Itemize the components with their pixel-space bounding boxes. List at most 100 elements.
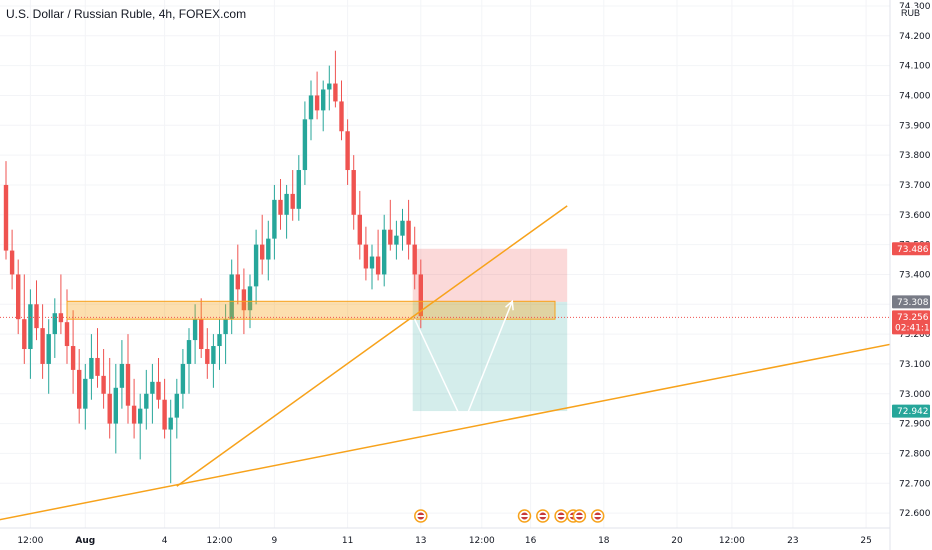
candle-body[interactable] [131, 405, 137, 424]
candles[interactable] [3, 50, 423, 484]
candle-body[interactable] [199, 319, 204, 350]
x-tick-label: 12:00 [207, 536, 233, 546]
candle-body[interactable] [266, 238, 271, 260]
candle-body[interactable] [351, 170, 356, 215]
candle-body[interactable] [308, 95, 314, 120]
price-badge-value: 73.308 [897, 298, 929, 308]
candle-body[interactable] [296, 170, 301, 209]
resistance-zone[interactable] [66, 300, 556, 320]
candle-body[interactable] [314, 95, 320, 111]
candle-body[interactable] [272, 199, 277, 239]
y-tick-label: 73.800 [899, 151, 931, 161]
flag-stripe-icon [539, 515, 547, 517]
candle-body[interactable] [77, 369, 82, 409]
candle-body[interactable] [217, 334, 222, 347]
candle-body[interactable] [357, 214, 362, 245]
candle-body[interactable] [247, 286, 253, 311]
projection-arrowhead [505, 299, 514, 311]
candle-body[interactable] [241, 289, 247, 311]
bar-countdown: 02:41:19 [895, 323, 932, 333]
candle-body[interactable] [345, 131, 350, 171]
candle-body[interactable] [205, 349, 210, 364]
candle-body[interactable] [363, 244, 369, 269]
candle-body[interactable] [101, 375, 106, 394]
y-axis[interactable]: 74.300 74.200 74.100 74.000 73.900 73.800 73.7… [889, 0, 932, 550]
candle-body[interactable] [52, 313, 57, 335]
candle-body[interactable] [22, 319, 27, 350]
candle-body[interactable] [394, 235, 399, 245]
event-icons[interactable] [414, 509, 605, 523]
y-tick-label: 73.100 [899, 360, 931, 370]
y-tick-label: 73.400 [899, 270, 931, 280]
x-tick-label: 23 [787, 536, 798, 546]
price-badge-target [892, 404, 930, 418]
candle-body[interactable] [406, 220, 411, 245]
candle-body[interactable] [192, 319, 198, 341]
y-tick-label: 72.600 [899, 509, 931, 519]
candle-body[interactable] [284, 193, 289, 215]
candle-body[interactable] [40, 328, 45, 364]
candle-body[interactable] [107, 393, 112, 424]
rising-trendline[interactable] [176, 205, 568, 487]
candle-body[interactable] [168, 417, 173, 430]
candle-body[interactable] [46, 334, 51, 364]
candle-body[interactable] [9, 250, 15, 275]
candle-body[interactable] [412, 244, 417, 275]
candle-body[interactable] [186, 340, 192, 364]
candle-body[interactable] [418, 274, 423, 317]
candle-body[interactable] [327, 83, 332, 90]
candle-body[interactable] [16, 274, 21, 320]
candle-body[interactable] [125, 363, 131, 406]
candle-body[interactable] [339, 101, 344, 132]
candle-body[interactable] [138, 408, 143, 424]
x-tick-label: 20 [671, 536, 683, 546]
candle-body[interactable] [34, 304, 39, 329]
candle-body[interactable] [321, 89, 326, 111]
position-zones [412, 248, 568, 412]
candle-body[interactable] [180, 363, 186, 394]
price-badge-value: 73.486 [897, 245, 929, 255]
candle-body[interactable] [70, 346, 76, 370]
stop-loss-zone [412, 248, 568, 302]
candle-body[interactable] [113, 387, 118, 424]
candle-body[interactable] [144, 393, 149, 409]
x-tick-label: 18 [598, 536, 610, 546]
candle-body[interactable] [211, 346, 216, 364]
price-badge-last [892, 310, 930, 335]
candle-body[interactable] [253, 244, 259, 287]
candle-body[interactable] [150, 381, 155, 394]
y-axis-background [890, 0, 932, 550]
candle-body[interactable] [89, 357, 94, 379]
projection-path[interactable] [414, 301, 513, 426]
candle-body[interactable] [400, 220, 405, 236]
candle-body[interactable] [369, 256, 375, 269]
x-axis[interactable]: 12:00 Aug 4 12:00 9 11 13 12:00 16 18 20 12:00 23 25 [0, 527, 932, 546]
y-tick-label: 72.900 [899, 420, 931, 430]
candle-body[interactable] [229, 274, 234, 320]
candle-body[interactable] [290, 193, 295, 209]
candle-body[interactable] [382, 229, 387, 275]
candle-body[interactable] [28, 304, 33, 350]
candle-body[interactable] [333, 83, 338, 102]
candle-body[interactable] [302, 119, 308, 171]
candle-body[interactable] [223, 319, 228, 335]
candle-body[interactable] [235, 274, 240, 290]
candle-body[interactable] [119, 363, 125, 388]
candle-body[interactable] [162, 399, 167, 430]
candle-body[interactable] [156, 381, 161, 400]
candle-body[interactable] [64, 322, 70, 347]
candle-body[interactable] [174, 393, 179, 418]
candle-body[interactable] [260, 244, 265, 260]
y-tick-label: 73.200 [899, 330, 931, 340]
currency-label: RUB [900, 8, 922, 18]
drawings[interactable] [0, 205, 897, 522]
candle-body[interactable] [375, 256, 381, 275]
candle-body[interactable] [278, 199, 283, 215]
support-trendline[interactable] [0, 342, 897, 522]
candle-body[interactable] [83, 378, 88, 409]
candle-body[interactable] [388, 229, 393, 245]
candle-body[interactable] [95, 357, 100, 376]
candle-body[interactable] [3, 184, 9, 251]
flag-stripe-icon [521, 515, 528, 517]
